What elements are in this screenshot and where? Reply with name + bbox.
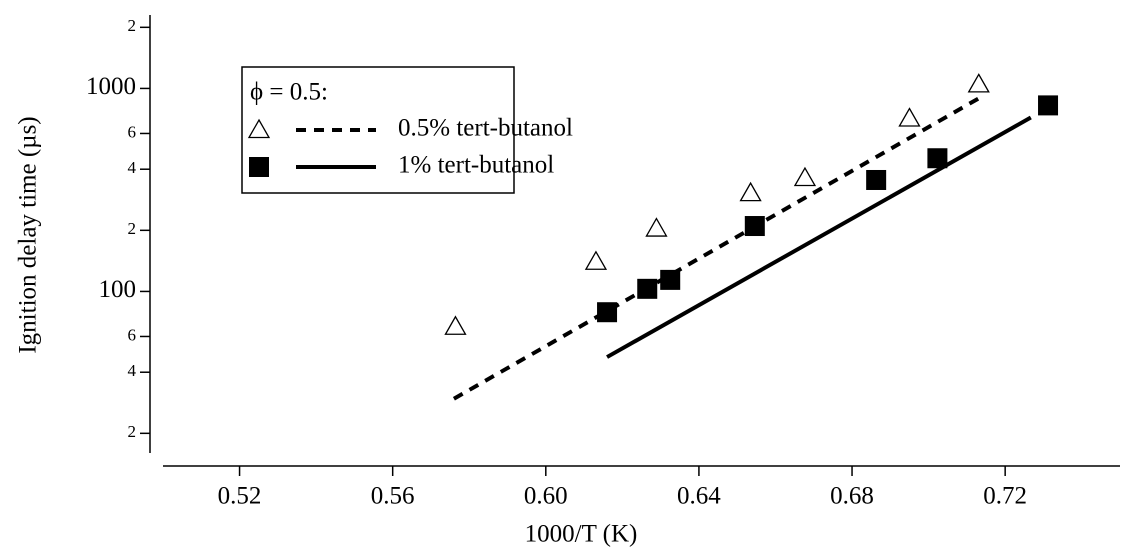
legend-title: ϕ = 0.5:: [250, 79, 328, 106]
triangle-marker: [645, 217, 668, 237]
y-tick-label: 1000: [86, 73, 136, 100]
square-marker: [866, 169, 887, 190]
y-tick-label: 6: [128, 325, 137, 344]
y-tick-label: 4: [128, 361, 137, 380]
square-marker: [249, 157, 269, 177]
triangle-marker: [898, 107, 921, 127]
triangle-marker: [793, 166, 817, 187]
x-tick-label: 0.64: [677, 483, 721, 510]
square-marker: [660, 269, 681, 290]
triangle-marker: [967, 73, 990, 93]
y-tick-label: 100: [99, 276, 137, 303]
y-tick-label: 6: [128, 122, 137, 141]
x-tick-label: 0.72: [983, 483, 1027, 510]
x-axis-label: 1000/T (K): [525, 521, 638, 548]
triangle-marker: [739, 181, 762, 202]
triangle-marker: [247, 118, 271, 139]
square-marker: [927, 148, 948, 169]
square-marker: [1038, 95, 1059, 116]
legend-label: 0.5% tert-butanol: [398, 115, 573, 142]
square-marker: [744, 216, 765, 237]
triangle-marker: [584, 250, 608, 270]
legend-label: 1% tert-butanol: [398, 152, 554, 179]
fit-line: [452, 93, 985, 401]
y-tick-label: 2: [128, 219, 137, 238]
x-tick-label: 0.68: [830, 483, 874, 510]
square-marker: [597, 302, 618, 323]
y-tick-label: 2: [128, 422, 137, 441]
legend-box: [241, 66, 515, 194]
y-tick-label: 4: [128, 158, 137, 177]
y-tick-label: 2: [128, 16, 137, 35]
x-tick-label: 0.56: [371, 483, 415, 510]
fit-line: [606, 115, 1032, 359]
x-tick-label: 0.52: [218, 483, 262, 510]
y-axis-label: Ignition delay time (µs): [15, 116, 42, 353]
square-marker: [637, 278, 658, 299]
x-tick-label: 0.60: [524, 483, 568, 510]
triangle-marker: [444, 315, 467, 335]
